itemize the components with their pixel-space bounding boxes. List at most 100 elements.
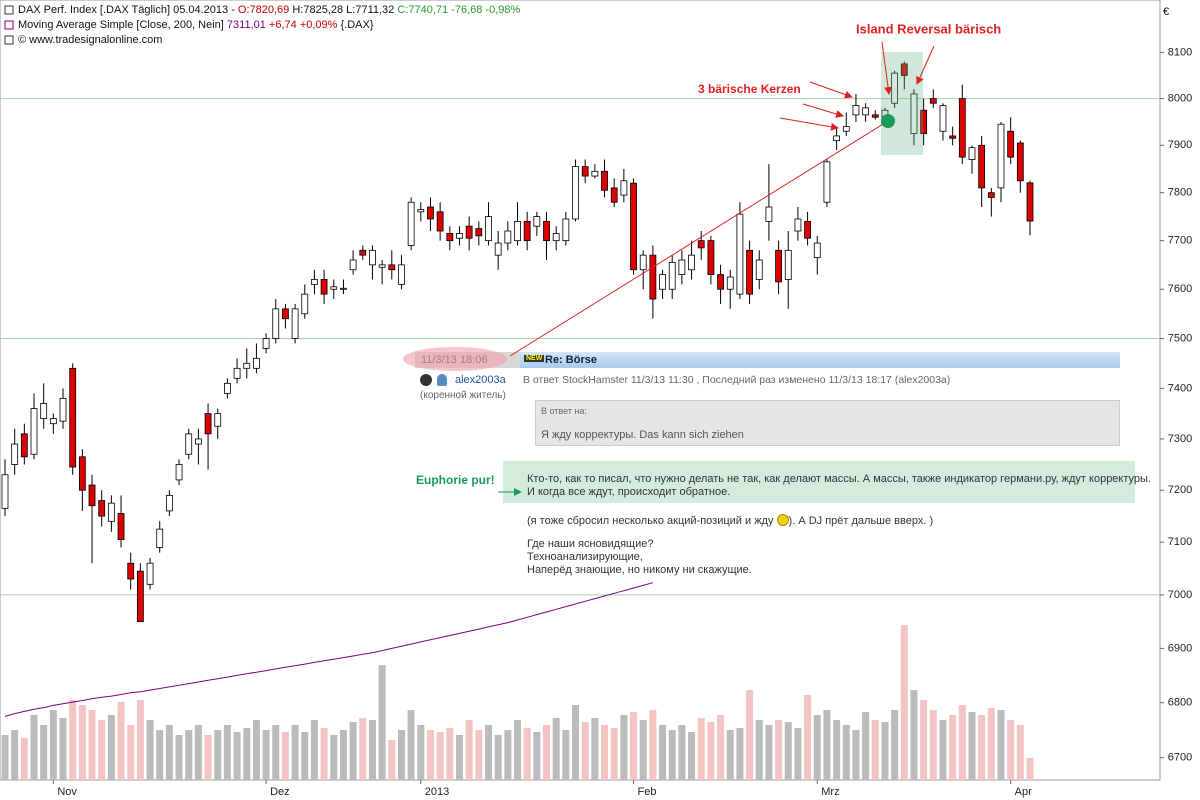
candle-body (862, 107, 870, 116)
volume-bar (1016, 725, 1024, 780)
volume-bar (543, 725, 551, 780)
legend: DAX Perf. Index [.DAX Täglich] 05.04.201… (4, 4, 520, 46)
candle-body (127, 562, 135, 580)
candle-body (833, 135, 841, 142)
candle-body (871, 114, 879, 118)
volume-bar (881, 722, 889, 780)
legend-line: Moving Average Simple [Close, 200, Nein]… (18, 19, 374, 31)
candle-body (253, 357, 260, 369)
candle-body (98, 500, 106, 517)
volume-bar (581, 722, 589, 780)
highlight-box (503, 461, 1120, 503)
volume-bar (30, 715, 38, 780)
candle-body (272, 308, 280, 339)
moving-average (4, 582, 654, 717)
candle-body (175, 464, 183, 481)
volume-bar (620, 715, 628, 780)
candle-body (1, 474, 9, 509)
volume-bar (339, 730, 347, 780)
volume-bar (127, 725, 135, 780)
legend-text: 7311,01 (227, 19, 266, 31)
volume-bar (156, 730, 164, 780)
volume-bar (272, 725, 280, 780)
candle-body (591, 170, 599, 177)
volume-bar (252, 720, 260, 780)
volume-bar (417, 725, 425, 780)
candle-body (398, 264, 405, 285)
candle-body (688, 254, 695, 271)
candle-body (359, 249, 367, 256)
candle-body (11, 443, 19, 465)
volume-bar (136, 700, 144, 780)
volume-bar (688, 732, 696, 780)
volume-bar (514, 720, 521, 780)
candle-body (523, 220, 531, 242)
legend-icon (4, 35, 14, 45)
aside-text: (я тоже сбросил несколько акций-позиций … (527, 515, 777, 527)
volume-bar (359, 718, 367, 780)
aside-text: ). А DJ прёт дальше вверх. ) (788, 515, 934, 527)
volume-bar (484, 725, 492, 780)
candle-body (330, 286, 338, 290)
legend-text: O:7820,69 (238, 4, 289, 16)
volume-bar (291, 725, 299, 780)
volume-bar (494, 735, 502, 780)
volume-bar (891, 710, 899, 780)
volume-bar (804, 695, 812, 780)
volume-bar (726, 730, 734, 780)
y-tick-label: 7700 (1168, 235, 1192, 247)
x-tick-label: Nov (57, 786, 77, 798)
y-tick-label: 7900 (1168, 139, 1192, 151)
candle-body (697, 240, 705, 249)
y-tick-label: 7100 (1168, 536, 1192, 548)
candle-body (233, 367, 241, 379)
volume-bar (552, 718, 560, 780)
candle-body (1016, 142, 1024, 182)
volume-bar (862, 712, 870, 780)
currency: € (1163, 6, 1169, 18)
volume-bar (320, 728, 328, 780)
volume-bar (436, 732, 444, 780)
volume-bar (958, 705, 966, 780)
volume-bar (426, 730, 434, 780)
volume-bar (330, 735, 338, 780)
volume-bar (997, 710, 1005, 780)
candle-body (823, 161, 831, 203)
volume-bar (784, 722, 792, 780)
volume-bar (610, 728, 618, 780)
candle-body (194, 438, 202, 445)
volume-bar (949, 715, 957, 780)
volume-bar (1, 735, 9, 780)
candle-body (533, 216, 541, 227)
volume-bar (214, 730, 222, 780)
volume-bar (20, 738, 28, 780)
candle-body (775, 249, 782, 283)
y-tick-label: 8000 (1168, 92, 1192, 104)
volume-bar (1026, 758, 1034, 780)
user-name[interactable]: alex2003a (455, 374, 506, 386)
body-line: Кто-то, как то писал, что нужно делать н… (527, 473, 1151, 485)
volume-bar (736, 728, 744, 780)
quote-box (535, 400, 1120, 446)
candle-body (920, 109, 928, 134)
volume-bar (349, 722, 357, 780)
candle-body (311, 279, 318, 285)
y-tick-label: 7600 (1168, 283, 1192, 295)
candle-body (968, 147, 976, 160)
candle-body (78, 456, 86, 491)
legend-text: {.DAX} (337, 19, 373, 31)
candle-body (581, 166, 589, 177)
volume-bar (639, 720, 647, 780)
candle-body (465, 225, 473, 239)
user-avatar (437, 374, 447, 386)
legend-text: H:7825,28 L:7711,32 (289, 4, 397, 16)
legend-text: © www.tradesignalonline.com (18, 34, 162, 46)
closing-line: Технoанализирующие, (527, 551, 643, 563)
y-tick-label: 7800 (1168, 187, 1192, 199)
volume-bar (78, 705, 86, 780)
candle-body (900, 63, 908, 76)
candle-body (388, 264, 396, 271)
volume-bar (852, 730, 860, 780)
volume-bar (98, 720, 106, 780)
x-tick-label: Apr (1015, 786, 1032, 798)
